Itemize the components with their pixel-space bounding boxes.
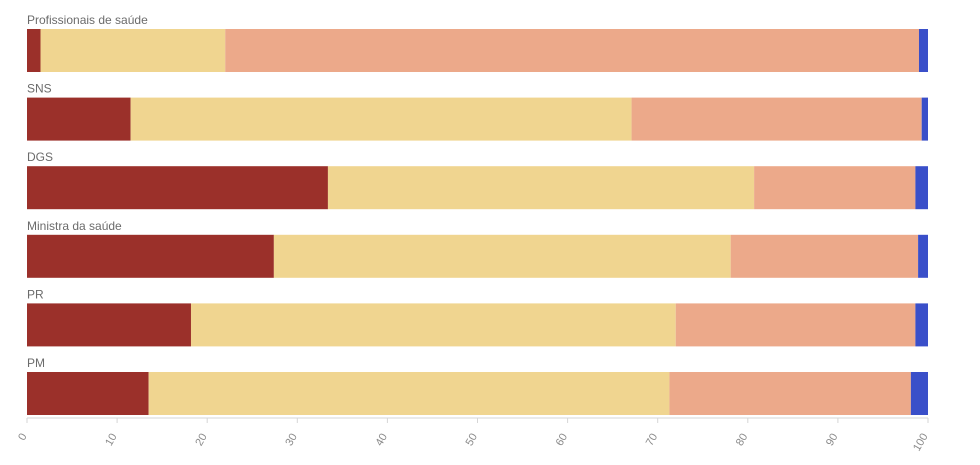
bar-segment-sns-2 [130, 97, 632, 141]
x-tick-label-60: 60 [554, 432, 571, 449]
x-tick-label-80: 80 [734, 432, 751, 449]
x-tick-label-20: 20 [193, 432, 210, 449]
bar-segment-pr-4 [915, 303, 928, 347]
x-tick-label-50: 50 [464, 432, 481, 449]
bar-segment-dgs-1 [27, 166, 328, 210]
x-tick-label-90: 90 [824, 432, 841, 449]
category-label-dgs: DGS [27, 150, 53, 164]
bar-segment-dgs-2 [327, 166, 755, 210]
bar-segment-ministra-da-saude-2 [273, 234, 731, 278]
category-label-sns: SNS [27, 82, 52, 96]
bar-segment-sns-3 [631, 97, 922, 141]
bar-segment-dgs-4 [915, 166, 928, 210]
bar-segment-pr-2 [190, 303, 676, 347]
bar-segment-ministra-da-saude-3 [730, 234, 919, 278]
category-label-pm: PM [27, 356, 45, 370]
bar-segment-profissionais-de-saude-3 [225, 29, 919, 72]
category-label-ministra-da-saude: Ministra da saúde [27, 219, 122, 233]
bars-group [27, 29, 928, 415]
bar-segment-pm-3 [669, 372, 911, 415]
x-tick-label-40: 40 [373, 432, 390, 449]
bar-segment-sns-1 [27, 97, 131, 141]
category-label-profissionais-de-saude: Profissionais de saúde [27, 13, 148, 27]
x-tick-label-0: 0 [16, 432, 29, 443]
x-tick-label-100: 100 [911, 432, 931, 454]
category-label-pr: PR [27, 287, 44, 301]
bar-segment-pm-1 [27, 372, 149, 415]
bar-segment-pm-4 [910, 372, 928, 415]
bar-segment-sns-4 [921, 97, 928, 141]
bar-segment-ministra-da-saude-4 [918, 234, 928, 278]
x-axis: 0 10 20 30 40 50 60 70 80 90 100 [16, 417, 931, 454]
bar-segment-pr-3 [675, 303, 916, 347]
bar-segment-ministra-da-saude-1 [27, 234, 274, 278]
bar-segment-profissionais-de-saude-2 [40, 29, 226, 72]
category-labels-group: Profissionais de saúde SNS DGS Ministra da … [27, 13, 148, 370]
x-tick-label-30: 30 [283, 432, 300, 449]
x-tick-label-70: 70 [644, 432, 661, 449]
bar-segment-pr-1 [27, 303, 191, 347]
bar-segment-dgs-3 [754, 166, 916, 210]
bar-segment-pm-2 [148, 372, 670, 415]
bar-segment-profissionais-de-saude-1 [27, 29, 41, 72]
bar-segment-profissionais-de-saude-4 [918, 29, 928, 72]
x-tick-label-10: 10 [103, 432, 120, 449]
